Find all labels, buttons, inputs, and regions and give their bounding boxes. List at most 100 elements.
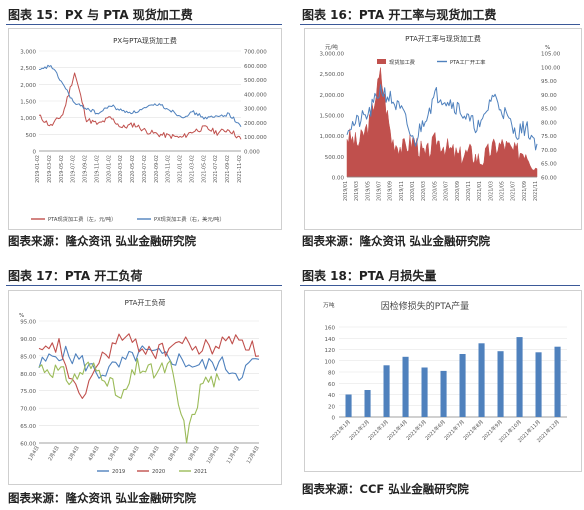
legend-label: 2019 [112, 469, 125, 475]
x-tick-label: 2021-09-02 [225, 155, 231, 183]
y-tick-label: 60.00 [20, 442, 36, 448]
legend-label: 2021 [194, 469, 207, 475]
chart-15-plot: PX与PTA现货加工费 3,000 2,500 2,000 1,500 1,000 500 0… [20, 36, 267, 223]
x-tick-label: 8月4日 [167, 445, 180, 462]
chart-title: PTA开工率与现货加工费 [405, 34, 481, 43]
bar [402, 356, 409, 417]
chart-18-frame: 因检修损失的PTA产量 万吨 160 140 120 100 80 60 40 20 0 2021年1… [304, 290, 582, 472]
bar [364, 390, 371, 417]
chart-title: PTA开工负荷 [125, 298, 166, 307]
y-left-tick-label: 0 [33, 150, 37, 156]
y-left-tick-label: 0.00 [332, 176, 345, 182]
y-right-tick-label: 70.00 [541, 148, 557, 154]
legend-label: PTA现货加工费（左，元/吨） [48, 215, 116, 223]
x-tick-label: 2021/11 [533, 181, 539, 201]
chart-17-frame: PTA开工负荷% 95.00 90.00 85.00 80.00 75.00 70.00 65… [8, 290, 282, 485]
series-line-operating-rate [346, 84, 538, 151]
y-left-tick-label: 2,500.00 [320, 72, 345, 78]
legend-label: PTA工厂开工率 [450, 58, 485, 66]
chart-16-source: 图表来源：隆众资讯 弘业金融研究院 [302, 234, 491, 248]
y-tick-label: 160 [325, 326, 336, 332]
bar [535, 352, 542, 417]
x-tick-label: 6月4日 [127, 445, 140, 462]
x-tick-label: 2020-07-02 [142, 155, 148, 183]
y-tick-label: 140 [325, 337, 336, 343]
chart-18-plot: 因检修损失的PTA产量万吨1601401201008060402002021年1… [323, 300, 567, 444]
x-tick-label: 2月4日 [47, 445, 60, 462]
series-line-2020 [38, 333, 260, 399]
y-right-tick-label: 60.00 [541, 176, 557, 182]
chart-15-frame: PX与PTA现货加工费 3,000 2,500 2,000 1,500 1,000 500 0… [8, 28, 282, 230]
x-tick-label: 7月4日 [147, 445, 160, 462]
y-right-tick-label: 100.00 [541, 65, 561, 71]
x-tick-label: 2021/09 [522, 181, 528, 201]
x-tick-label: 2020-11-02 [166, 155, 172, 183]
y-tick-label: 40 [328, 393, 335, 399]
x-tick-label: 10月4日 [206, 445, 221, 465]
title-underline [300, 285, 580, 286]
y-right-tick-label: 75.00 [541, 134, 557, 140]
x-tick-label: 2020-03-02 [118, 155, 124, 183]
x-tick-label: 2019-07-02 [71, 155, 77, 183]
y-right-tick-label: 500.000 [244, 78, 267, 84]
y-left-tick-label: 1,500.00 [320, 114, 345, 120]
y-tick-label: 80 [328, 371, 335, 377]
y-tick-label: 85.00 [20, 354, 36, 360]
chart-15-source: 图表来源：隆众资讯 弘业金融研究院 [8, 234, 197, 248]
x-tick-label: 2020/11 [466, 181, 472, 201]
y-right-unit: % [545, 45, 550, 51]
y-left-tick-label: 3,000.00 [320, 52, 345, 58]
x-tick-label: 2019-05-02 [59, 155, 65, 183]
chart-17-source: 图表来源：隆众资讯 弘业金融研究院 [8, 491, 197, 505]
y-tick-label: 95.00 [20, 320, 36, 326]
series-area-processing-fee [346, 67, 538, 178]
bar [421, 367, 428, 417]
y-tick-label: 90.00 [20, 337, 36, 343]
x-tick-label: 2019-03-02 [47, 155, 53, 183]
series-line-px [38, 64, 242, 127]
legend-label: 现货加工费 [389, 58, 415, 66]
y-tick-label: 65.00 [20, 424, 36, 430]
chart-18-title: 图表 18：PTA 月损失量 [302, 269, 437, 283]
y-right-tick-label: 80.00 [541, 120, 557, 126]
x-tick-label: 2021-03-02 [189, 155, 195, 183]
x-tick-label: 2019/03 [354, 181, 360, 201]
y-unit: % [19, 313, 24, 319]
x-tick-label: 4月4日 [87, 445, 100, 462]
y-tick-label: 0 [332, 416, 336, 422]
x-tick-label: 2021-01-02 [178, 155, 184, 183]
x-tick-label: 2019/05 [365, 181, 371, 201]
chart-title: 因检修损失的PTA产量 [381, 300, 469, 312]
y-left-tick-label: 2,000 [20, 83, 36, 89]
x-tick-label: 2019-01-02 [35, 155, 41, 183]
legend-label: 2020 [152, 469, 165, 475]
y-left-tick-label: 2,000.00 [320, 93, 345, 99]
x-tick-label: 2021/05 [499, 181, 505, 201]
series-line-2019 [38, 345, 260, 381]
legend-label: PX现货加工费（右，美元/吨） [154, 215, 225, 223]
y-right-tick-label: 90.00 [541, 93, 557, 99]
bar [459, 354, 466, 417]
y-tick-label: 20 [328, 404, 335, 410]
x-tick-label: 2020/09 [455, 181, 461, 201]
x-tick-label: 12月4日 [246, 445, 261, 465]
x-tick-label: 2019/11 [399, 181, 405, 201]
y-left-tick-label: 1,500 [20, 100, 36, 106]
x-tick-label: 2021-11-02 [237, 155, 243, 183]
chart-15-title: 图表 15：PX 与 PTA 现货加工费 [8, 8, 193, 22]
y-tick-label: 70.00 [20, 407, 36, 413]
x-tick-label: 1月4日 [27, 445, 40, 462]
chart-title: PX与PTA现货加工费 [113, 36, 177, 45]
y-left-tick-label: 2,500 [20, 66, 36, 72]
x-tick-label: 5月4日 [107, 445, 120, 462]
chart-17-title: 图表 17：PTA 开工负荷 [8, 269, 143, 283]
y-right-tick-label: 200.000 [244, 121, 267, 127]
y-right-tick-label: 100.000 [244, 135, 267, 141]
x-tick-label: 2021/03 [488, 181, 494, 201]
x-tick-label: 2021-05-02 [201, 155, 207, 183]
title-underline [6, 24, 282, 25]
x-tick-label: 2020/01 [410, 181, 416, 201]
y-tick-label: 60 [328, 382, 335, 388]
bar [497, 351, 504, 417]
